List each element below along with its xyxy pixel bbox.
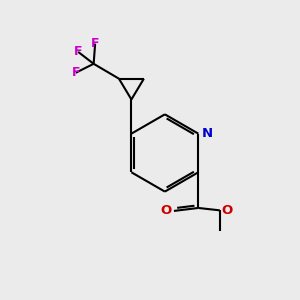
Text: F: F [72,66,80,79]
Text: F: F [91,37,99,50]
Text: O: O [221,204,233,217]
Text: F: F [74,45,82,58]
Text: N: N [202,127,213,140]
Text: O: O [160,204,172,218]
